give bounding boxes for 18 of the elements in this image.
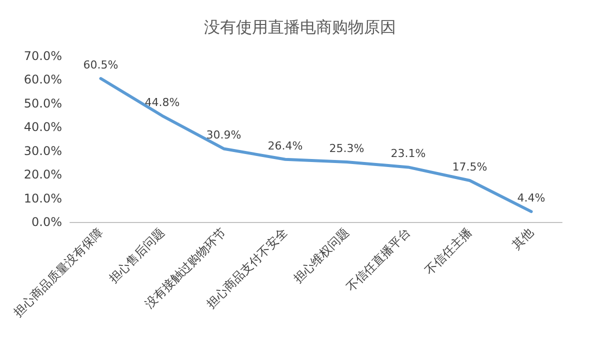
y-tick-label: 50.0% [24,96,62,110]
x-tick-label: 不信任主播 [422,225,475,278]
y-tick-label: 40.0% [24,120,62,134]
data-label: 4.4% [517,192,546,205]
y-tick-label: 70.0% [24,49,62,63]
data-label: 30.9% [206,128,242,142]
y-tick-label: 30.0% [24,144,62,158]
y-tick-label: 60.0% [24,72,62,87]
data-label: 60.5% [83,58,118,72]
data-label: 25.3% [329,142,364,156]
data-label: 23.1% [390,147,426,160]
x-tick-label: 其他 [509,225,536,252]
data-label: 44.8% [144,96,180,109]
y-tick-label: 10.0% [24,191,62,206]
data-label: 17.5% [452,160,488,174]
chart-title: 没有使用直播电商购物原因 [204,18,396,36]
y-tick-label: 20.0% [24,168,62,182]
data-label: 26.4% [268,139,303,152]
